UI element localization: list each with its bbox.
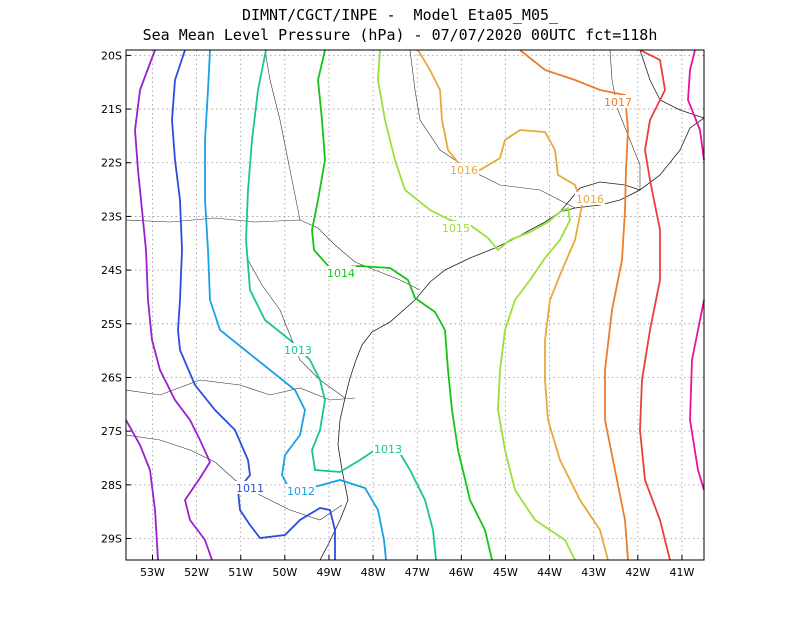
contour-label-bg <box>449 163 479 176</box>
map-frame <box>125 49 705 561</box>
isobar-1012 <box>204 49 387 561</box>
isobar-1011 <box>171 49 336 560</box>
contour-label-1015: 1015 <box>442 222 470 235</box>
isobar-1013 <box>245 49 396 473</box>
contour-label-1013: 1013 <box>284 344 312 357</box>
isobar-1019 <box>687 49 705 161</box>
isobar-1014 <box>311 49 493 561</box>
contour-label-1012: 1012 <box>287 485 315 498</box>
isobar-1019b <box>689 299 705 491</box>
isobar-1010 <box>134 49 213 561</box>
lat-tick-label: 29S <box>101 533 122 546</box>
map-title-line2: Sea Mean Level Pressure (hPa) - 07/07/20… <box>142 26 658 44</box>
isobar-1018 <box>639 49 671 561</box>
contour-label-1014: 1014 <box>327 267 355 280</box>
contour-label-bg <box>283 343 313 356</box>
lon-tick-label: 48W <box>361 566 386 579</box>
lat-tick-label: 23S <box>101 210 122 223</box>
contour-label-1016: 1016 <box>576 193 604 206</box>
lon-tick-label: 46W <box>449 566 474 579</box>
contour-label-1013: 1013 <box>374 443 402 456</box>
contour-label-1017: 1017 <box>604 96 632 109</box>
lat-tick-label: 20S <box>101 49 122 62</box>
lon-tick-label: 49W <box>317 566 342 579</box>
lon-tick-label: 52W <box>184 566 209 579</box>
isobar-1013b <box>394 444 437 561</box>
contour-label-bg <box>603 95 633 108</box>
lon-tick-label: 44W <box>537 566 562 579</box>
contour-label-bg <box>286 484 316 497</box>
lon-tick-label: 43W <box>581 566 606 579</box>
map-title-line1: DIMNT/CGCT/INPE - Model Eta05_M05_ <box>241 6 559 24</box>
contour-label-bg <box>235 481 265 494</box>
lat-tick-label: 27S <box>101 425 122 438</box>
lon-tick-label: 51W <box>228 566 253 579</box>
contour-label-bg <box>326 266 356 279</box>
lat-tick-label: 28S <box>101 479 122 492</box>
contour-label-bg <box>575 192 605 205</box>
map-area <box>126 50 704 560</box>
lat-tick-label: 25S <box>101 318 122 331</box>
lon-tick-label: 47W <box>405 566 430 579</box>
lat-tick-label: 26S <box>101 371 122 384</box>
lon-tick-label: 53W <box>140 566 165 579</box>
lon-tick-label: 50W <box>272 566 297 579</box>
contour-labels: 1011 1012 1013 1013 1014 1015 1016 1016 1017 <box>235 95 633 498</box>
isobar-1017 <box>519 49 629 561</box>
lat-tick-label: 21S <box>101 103 122 116</box>
isobars <box>125 49 705 561</box>
lon-tick-label: 41W <box>670 566 695 579</box>
lat-tick-label: 24S <box>101 264 122 277</box>
contour-label-1016: 1016 <box>450 164 478 177</box>
lon-tick-label: 45W <box>493 566 518 579</box>
isobar-1010b <box>125 419 159 561</box>
contour-label-bg <box>441 221 471 234</box>
lon-tick-label: 42W <box>625 566 650 579</box>
axis-ticks: 53W 52W 51W 50W 49W 48W 47W 46W 45W 44W 43W 42W 41W 2… <box>101 49 694 579</box>
lat-tick-label: 22S <box>101 157 122 170</box>
contour-label-1011: 1011 <box>236 482 264 495</box>
contour-label-bg <box>373 442 403 455</box>
isobar-1016 <box>417 49 609 561</box>
isobar-1015 <box>377 49 576 561</box>
